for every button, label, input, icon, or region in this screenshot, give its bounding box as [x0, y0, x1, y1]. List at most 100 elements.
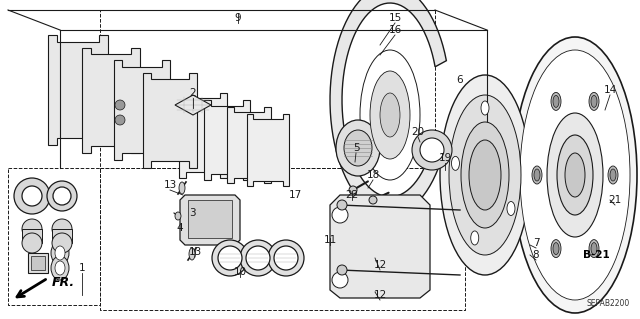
Bar [188, 200, 232, 238]
Ellipse shape [240, 240, 276, 276]
Ellipse shape [551, 240, 561, 258]
Ellipse shape [557, 135, 593, 215]
Ellipse shape [608, 166, 618, 184]
Ellipse shape [534, 169, 540, 181]
Ellipse shape [513, 37, 637, 313]
Ellipse shape [471, 231, 479, 245]
Ellipse shape [52, 233, 72, 253]
Ellipse shape [412, 130, 452, 170]
Text: 5: 5 [353, 143, 359, 153]
Ellipse shape [610, 169, 616, 181]
Ellipse shape [551, 93, 561, 110]
Text: 20: 20 [412, 127, 424, 137]
Ellipse shape [481, 101, 489, 115]
Ellipse shape [461, 122, 509, 228]
Text: 1: 1 [79, 263, 85, 273]
Ellipse shape [565, 153, 585, 197]
Ellipse shape [175, 212, 181, 220]
Polygon shape [179, 93, 227, 177]
Ellipse shape [440, 75, 530, 275]
Ellipse shape [274, 246, 298, 270]
Text: 13: 13 [163, 180, 177, 190]
Polygon shape [48, 35, 108, 145]
Text: 10: 10 [234, 267, 246, 277]
Ellipse shape [53, 187, 71, 205]
Text: 4: 4 [177, 223, 183, 233]
Ellipse shape [55, 246, 65, 260]
Ellipse shape [344, 130, 372, 166]
Ellipse shape [591, 243, 597, 255]
Ellipse shape [336, 120, 380, 176]
Polygon shape [204, 100, 250, 180]
Bar [28, 253, 48, 273]
Ellipse shape [507, 202, 515, 216]
Ellipse shape [22, 186, 42, 206]
Text: 21: 21 [609, 195, 621, 205]
Ellipse shape [420, 138, 444, 162]
Ellipse shape [553, 243, 559, 255]
Ellipse shape [212, 240, 248, 276]
Polygon shape [82, 48, 140, 152]
Ellipse shape [469, 140, 501, 210]
Ellipse shape [189, 248, 195, 260]
Bar [31, 256, 45, 270]
Ellipse shape [589, 240, 599, 258]
Text: B-21: B-21 [582, 250, 609, 260]
Ellipse shape [14, 178, 50, 214]
Polygon shape [330, 0, 446, 215]
Text: 8: 8 [532, 250, 540, 260]
Ellipse shape [115, 115, 125, 125]
Text: 11: 11 [323, 235, 337, 245]
Ellipse shape [369, 196, 377, 204]
Ellipse shape [179, 182, 185, 194]
Text: 6: 6 [457, 75, 463, 85]
Ellipse shape [370, 71, 410, 159]
Ellipse shape [532, 166, 542, 184]
Polygon shape [175, 95, 211, 115]
Ellipse shape [246, 246, 270, 270]
Text: 15: 15 [388, 13, 402, 23]
Ellipse shape [451, 156, 460, 170]
Ellipse shape [380, 93, 400, 137]
Polygon shape [114, 60, 170, 160]
Ellipse shape [47, 181, 77, 211]
Text: 13: 13 [188, 247, 202, 257]
Text: 14: 14 [604, 85, 616, 95]
Polygon shape [180, 195, 240, 245]
Text: 17: 17 [289, 190, 301, 200]
Ellipse shape [22, 233, 42, 253]
Ellipse shape [589, 93, 599, 110]
Bar [22, 229, 42, 243]
Ellipse shape [55, 261, 65, 275]
Bar [52, 229, 72, 243]
Ellipse shape [547, 113, 603, 237]
Polygon shape [227, 107, 271, 183]
Text: 7: 7 [532, 238, 540, 248]
Ellipse shape [591, 95, 597, 108]
Text: 16: 16 [388, 25, 402, 35]
Ellipse shape [337, 265, 347, 275]
Ellipse shape [115, 100, 125, 110]
Ellipse shape [51, 241, 69, 265]
Ellipse shape [52, 219, 72, 239]
Text: SEPAB2200: SEPAB2200 [587, 299, 630, 308]
Polygon shape [143, 72, 197, 167]
Ellipse shape [349, 186, 357, 194]
Ellipse shape [449, 95, 521, 255]
Text: 2: 2 [189, 88, 196, 98]
Ellipse shape [553, 95, 559, 108]
Text: 12: 12 [373, 290, 387, 300]
Text: 3: 3 [189, 208, 195, 218]
Ellipse shape [520, 50, 630, 300]
Ellipse shape [332, 272, 348, 288]
Ellipse shape [332, 207, 348, 223]
Ellipse shape [268, 240, 304, 276]
Ellipse shape [218, 246, 242, 270]
Ellipse shape [337, 200, 347, 210]
Polygon shape [330, 195, 430, 298]
Text: 22: 22 [346, 190, 358, 200]
Text: FR.: FR. [52, 276, 75, 288]
Text: 12: 12 [373, 260, 387, 270]
Polygon shape [247, 114, 289, 186]
Ellipse shape [51, 256, 69, 280]
